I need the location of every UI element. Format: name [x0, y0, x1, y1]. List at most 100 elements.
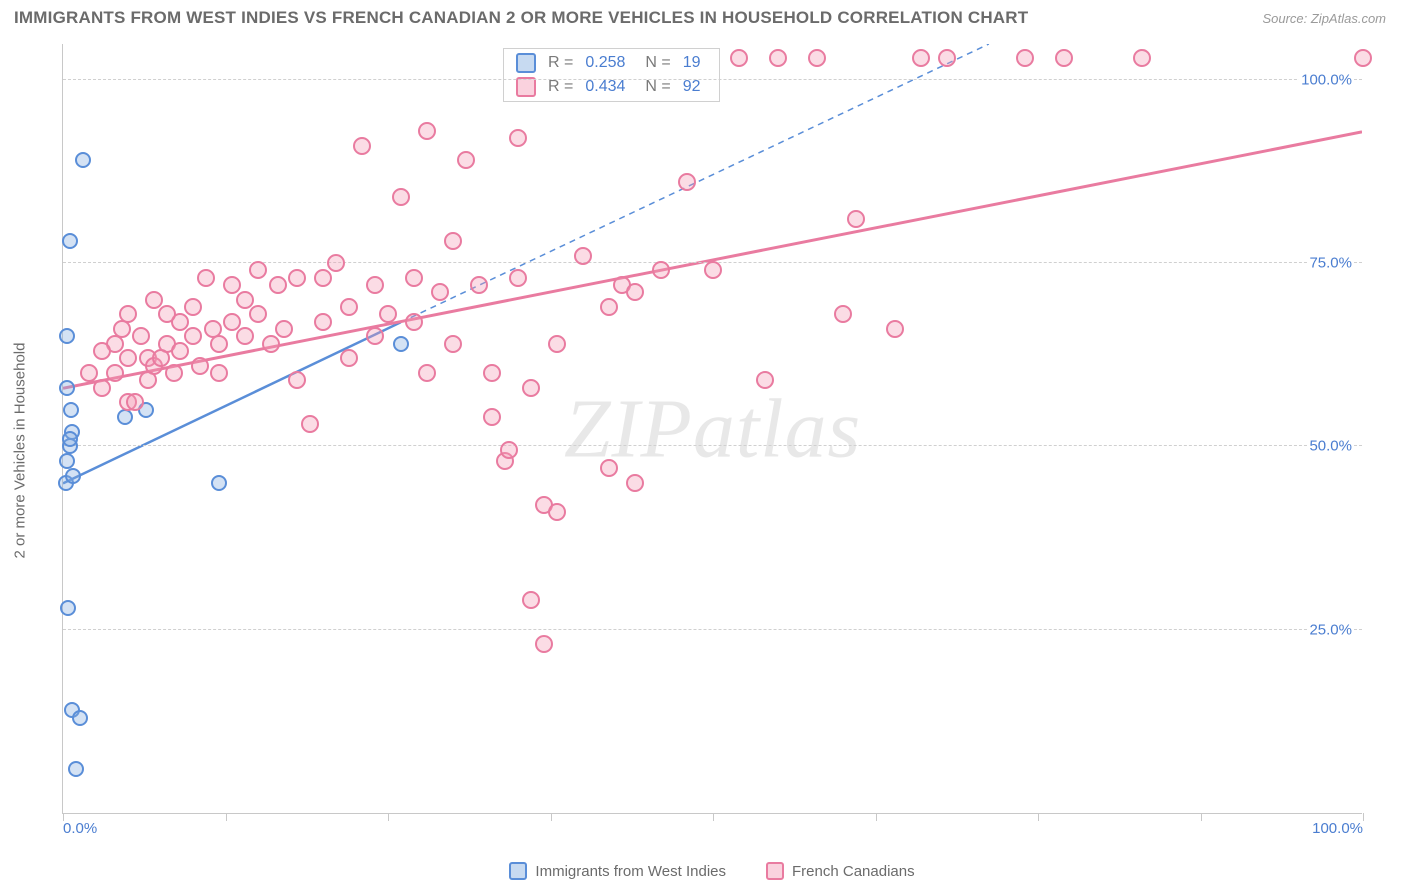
data-point-pink [379, 305, 397, 323]
data-point-pink [340, 349, 358, 367]
data-point-pink [113, 320, 131, 338]
stat-label-r: R = [548, 54, 573, 72]
data-point-pink [93, 342, 111, 360]
data-point-blue [59, 380, 75, 396]
data-point-pink [366, 327, 384, 345]
data-point-pink [249, 305, 267, 323]
data-point-pink [678, 173, 696, 191]
data-point-pink [93, 379, 111, 397]
x-tick [713, 813, 714, 821]
data-point-pink [574, 247, 592, 265]
data-point-blue [62, 233, 78, 249]
data-point-pink [535, 635, 553, 653]
swatch-pink-icon [516, 77, 536, 97]
y-tick-label: 100.0% [1299, 71, 1354, 88]
data-point-pink [483, 364, 501, 382]
y-tick-label: 25.0% [1307, 621, 1354, 638]
x-tick-label: 0.0% [63, 820, 97, 837]
data-point-pink [405, 269, 423, 287]
swatch-pink-icon [766, 862, 784, 880]
data-point-pink [730, 49, 748, 67]
data-point-pink [152, 349, 170, 367]
data-point-pink [444, 232, 462, 250]
data-point-pink [457, 151, 475, 169]
data-point-blue [60, 600, 76, 616]
data-point-pink [769, 49, 787, 67]
data-point-pink [548, 335, 566, 353]
data-point-pink [1055, 49, 1073, 67]
data-point-pink [275, 320, 293, 338]
x-tick [551, 813, 552, 821]
data-point-blue [211, 475, 227, 491]
data-point-pink [145, 291, 163, 309]
data-point-pink [126, 393, 144, 411]
data-point-pink [626, 283, 644, 301]
data-point-pink [288, 269, 306, 287]
data-point-pink [600, 459, 618, 477]
data-point-pink [210, 335, 228, 353]
data-point-pink [522, 591, 540, 609]
data-point-pink [470, 276, 488, 294]
data-point-pink [509, 129, 527, 147]
data-point-pink [626, 474, 644, 492]
data-point-pink [327, 254, 345, 272]
data-point-pink [165, 364, 183, 382]
data-point-pink [210, 364, 228, 382]
data-point-pink [600, 298, 618, 316]
legend-label-blue: Immigrants from West Indies [535, 863, 726, 880]
data-point-pink [756, 371, 774, 389]
x-tick [1038, 813, 1039, 821]
stat-n-pink: 92 [683, 78, 707, 96]
legend-label-pink: French Canadians [792, 863, 915, 880]
data-point-pink [301, 415, 319, 433]
data-point-blue [393, 336, 409, 352]
data-point-pink [392, 188, 410, 206]
data-point-pink [509, 269, 527, 287]
stats-legend-box: R = 0.258 N = 19 R = 0.434 N = 92 [503, 48, 720, 102]
source-credit: Source: ZipAtlas.com [1262, 11, 1386, 26]
gridline [63, 629, 1362, 630]
data-point-pink [912, 49, 930, 67]
data-point-blue [68, 761, 84, 777]
y-axis-label: 2 or more Vehicles in Household [12, 343, 29, 559]
data-point-pink [171, 342, 189, 360]
scatter-plot: ZIPatlas R = 0.258 N = 19 R = 0.434 N = … [62, 44, 1362, 814]
data-point-pink [847, 210, 865, 228]
data-point-pink [249, 261, 267, 279]
data-point-pink [80, 364, 98, 382]
data-point-pink [262, 335, 280, 353]
stat-r-pink: 0.434 [585, 78, 633, 96]
data-point-pink [223, 276, 241, 294]
data-point-pink [938, 49, 956, 67]
legend-item-pink: French Canadians [766, 862, 915, 880]
data-point-pink [353, 137, 371, 155]
data-point-pink [139, 371, 157, 389]
stat-label-n: N = [645, 54, 670, 72]
data-point-blue [59, 328, 75, 344]
data-point-pink [834, 305, 852, 323]
data-point-pink [197, 269, 215, 287]
data-point-pink [314, 313, 332, 331]
data-point-pink [704, 261, 722, 279]
data-point-pink [1016, 49, 1034, 67]
regression-lines [63, 44, 1362, 813]
data-point-pink [132, 327, 150, 345]
stat-label-n: N = [645, 78, 670, 96]
x-tick-label: 100.0% [1312, 820, 1363, 837]
swatch-blue-icon [509, 862, 527, 880]
data-point-pink [314, 269, 332, 287]
data-point-pink [886, 320, 904, 338]
data-point-pink [158, 305, 176, 323]
y-tick-label: 75.0% [1307, 255, 1354, 272]
plot-container: 2 or more Vehicles in Household ZIPatlas… [14, 32, 1384, 852]
data-point-pink [444, 335, 462, 353]
data-point-pink [1354, 49, 1372, 67]
legend-bottom: Immigrants from West Indies French Canad… [62, 862, 1362, 880]
swatch-blue-icon [516, 53, 536, 73]
x-tick [1363, 813, 1364, 821]
gridline [63, 445, 1362, 446]
data-point-pink [405, 313, 423, 331]
data-point-pink [340, 298, 358, 316]
data-point-pink [808, 49, 826, 67]
data-point-pink [106, 364, 124, 382]
